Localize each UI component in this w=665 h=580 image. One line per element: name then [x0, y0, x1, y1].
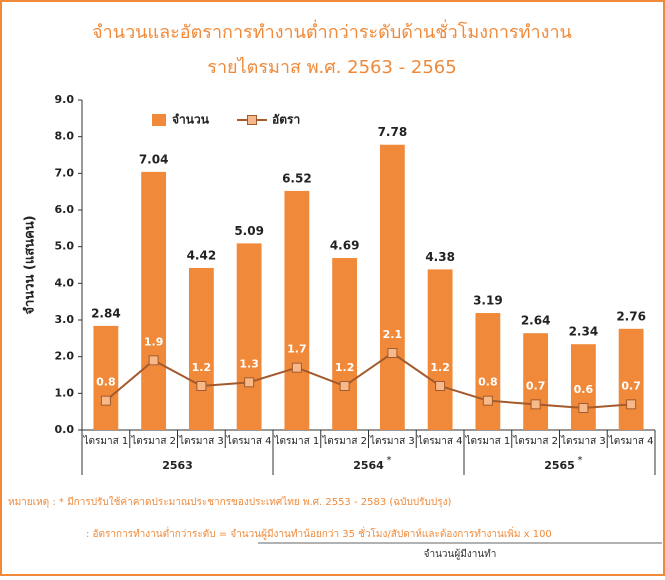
- bar-value-label: 6.52: [282, 171, 312, 185]
- x-tick-label: ไตรมาส 3: [560, 435, 606, 447]
- x-tick-label: ไตรมาส 3: [178, 435, 224, 447]
- x-tick-label: ไตรมาส 1: [83, 435, 129, 447]
- x-tick-label: ไตรมาส 4: [417, 435, 463, 447]
- y-tick-label: 0.0: [55, 423, 75, 436]
- bar: [236, 243, 262, 430]
- chart-title: จำนวนและอัตราการทำงานต่ำกว่าระดับด้านชั่…: [92, 19, 572, 43]
- rate-marker: [100, 395, 111, 406]
- y-tick-label: 5.0: [55, 240, 75, 253]
- bar-value-label: 4.38: [425, 250, 455, 264]
- x-tick-label: ไตรมาส 2: [512, 435, 558, 447]
- rate-value-label: 1.2: [192, 361, 212, 374]
- bar-value-label: 7.78: [378, 125, 408, 139]
- x-tick-label: ไตรมาส 4: [608, 435, 654, 447]
- group-note: *: [578, 455, 583, 466]
- group-label: 2563: [162, 459, 193, 472]
- legend-label: จำนวน: [172, 113, 210, 127]
- chart-subtitle: รายไตรมาส พ.ศ. 2563 - 2565: [207, 56, 456, 78]
- x-tick-label: ไตรมาส 2: [130, 435, 176, 447]
- y-tick-label: 7.0: [55, 166, 75, 179]
- bar-value-label: 2.84: [91, 306, 121, 320]
- rate-marker: [244, 377, 255, 388]
- rate-value-label: 1.2: [430, 361, 450, 374]
- bar: [284, 190, 310, 430]
- bar: [618, 328, 644, 430]
- y-tick-label: 8.0: [55, 130, 75, 143]
- rate-marker: [578, 403, 589, 413]
- x-tick-label: ไตรมาส 1: [465, 435, 511, 447]
- rate-marker: [196, 381, 207, 391]
- y-tick-label: 2.0: [55, 350, 75, 363]
- legend-swatch: [152, 114, 166, 126]
- x-tick-label: ไตรมาส 1: [274, 435, 320, 447]
- rate-marker: [339, 381, 350, 391]
- bar: [523, 333, 549, 430]
- x-tick-label: ไตรมาส 4: [226, 435, 272, 447]
- bar-value-label: 5.09: [234, 224, 264, 238]
- bar-value-label: 7.04: [139, 152, 169, 166]
- rate-marker: [482, 395, 493, 406]
- y-tick-label: 9.0: [55, 93, 75, 106]
- bar-value-label: 3.19: [473, 294, 503, 308]
- rate-marker: [435, 381, 446, 391]
- x-tick-label: ไตรมาส 3: [369, 435, 415, 447]
- y-axis-label: จำนวน (แสนคน): [22, 215, 38, 314]
- x-tick-label: ไตรมาส 2: [321, 435, 367, 447]
- rate-value-label: 0.6: [574, 383, 594, 396]
- rate-value-label: 0.7: [621, 379, 641, 392]
- rate-value-label: 1.3: [239, 357, 259, 370]
- rate-marker: [148, 355, 159, 366]
- note: จำนวนผู้มีงานทำ: [424, 548, 497, 560]
- y-tick-label: 4.0: [55, 276, 75, 289]
- rate-value-label: 0.7: [526, 379, 546, 392]
- rate-value-label: 2.1: [383, 328, 403, 341]
- bar: [188, 267, 214, 430]
- bar: [141, 171, 167, 430]
- group-note: *: [387, 455, 392, 466]
- legend-marker: [247, 115, 257, 125]
- bar: [93, 325, 119, 430]
- rate-marker: [626, 399, 637, 410]
- note: หมายเหตุ : * มีการปรับใช้ค่าคาดประมาณประ…: [8, 496, 451, 508]
- bar: [427, 269, 453, 430]
- rate-line: [105, 351, 632, 410]
- bar-value-label: 4.69: [330, 239, 360, 253]
- rate-marker: [530, 399, 541, 410]
- rate-value-label: 1.2: [335, 361, 355, 374]
- bar-value-label: 2.76: [616, 309, 646, 323]
- rate-marker: [291, 362, 302, 373]
- group-label: 2565: [544, 459, 575, 472]
- rate-value-label: 0.8: [478, 376, 498, 389]
- rate-marker: [387, 348, 398, 358]
- legend-label: อัตรา: [272, 113, 300, 127]
- bar: [379, 144, 405, 430]
- group-label: 2564: [353, 459, 384, 472]
- y-tick-label: 3.0: [55, 313, 75, 326]
- rate-value-label: 1.9: [144, 335, 164, 348]
- y-tick-label: 6.0: [55, 203, 75, 216]
- bar: [475, 313, 501, 430]
- bar-value-label: 4.42: [187, 248, 217, 262]
- note: : อัตราการทำงานต่ำกว่าระดับ = จำนวนผู้มี…: [86, 526, 552, 540]
- rate-value-label: 0.8: [96, 376, 116, 389]
- bar-value-label: 2.34: [569, 325, 599, 339]
- bar-value-label: 2.64: [521, 314, 551, 328]
- bar: [332, 258, 358, 430]
- y-tick-label: 1.0: [55, 386, 75, 399]
- rate-value-label: 1.7: [287, 343, 307, 356]
- bar: [570, 344, 596, 430]
